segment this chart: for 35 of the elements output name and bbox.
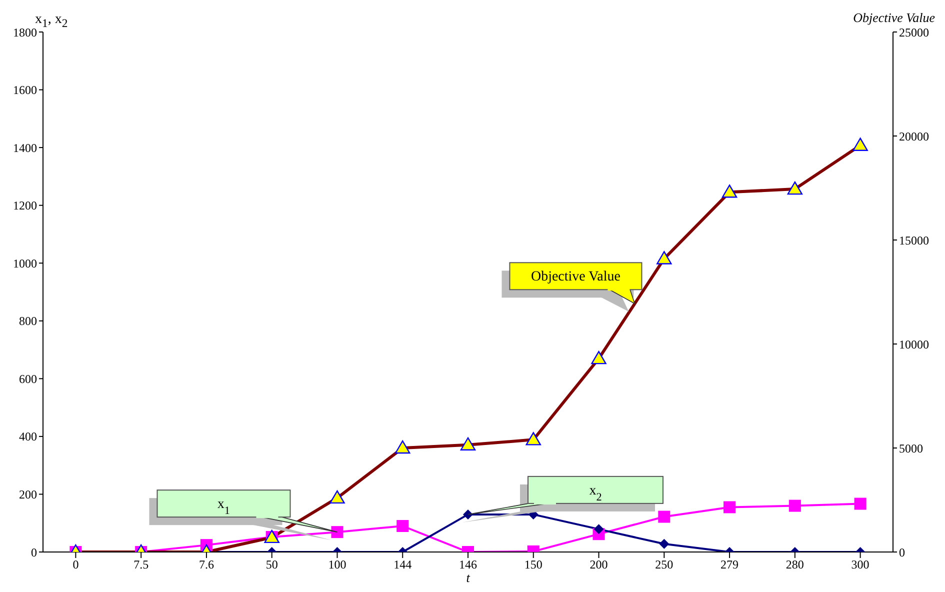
x-tick-label: 146 <box>459 558 477 572</box>
x-axis-title: t <box>466 570 470 585</box>
series-label: x$_{1}$ <box>217 497 230 518</box>
x-tick-label: 50 <box>266 558 278 572</box>
y2-axis-title: Objective Value <box>853 10 935 26</box>
y-tick-label: 0 <box>31 545 37 560</box>
y2-tick-label: 10000 <box>899 337 929 352</box>
series-label: x$_{2}$ <box>589 483 602 504</box>
x-tick-label: 144 <box>394 558 412 572</box>
y2-tick-label: 15000 <box>899 233 929 248</box>
y-tick-label: 1000 <box>13 256 37 270</box>
x-tick-label: 300 <box>851 558 870 572</box>
x-tick-label: 279 <box>720 558 739 572</box>
y-tick-label: 1800 <box>13 25 37 40</box>
y-tick-label: 1400 <box>13 140 37 155</box>
y2-tick-label: 20000 <box>899 129 929 144</box>
y-tick-label: 1200 <box>13 198 37 213</box>
y-tick-label: 400 <box>19 430 37 444</box>
y-tick-label: 1600 <box>13 83 37 98</box>
x-tick-label: 7.6 <box>198 558 214 572</box>
x-tick-label: 100 <box>328 558 346 572</box>
x-tick-label: 150 <box>524 558 542 572</box>
y-tick-label: 600 <box>19 372 37 386</box>
series-label: Objective Value <box>530 270 621 285</box>
x-tick-label: 250 <box>655 558 674 572</box>
x-tick-label: 7.5 <box>134 558 149 572</box>
y2-tick-label: 0 <box>899 545 905 560</box>
y-axis-title: x$_{1}$, x$_{2}$ <box>35 12 68 30</box>
y-tick-label: 200 <box>19 487 37 502</box>
x-tick-label: 280 <box>786 558 804 572</box>
y2-tick-label: 25000 <box>899 25 929 40</box>
y-tick-label: 800 <box>19 314 37 328</box>
y2-tick-label: 5000 <box>899 441 923 456</box>
x-tick-label: 200 <box>590 558 608 572</box>
x-tick-label: 0 <box>72 558 79 572</box>
